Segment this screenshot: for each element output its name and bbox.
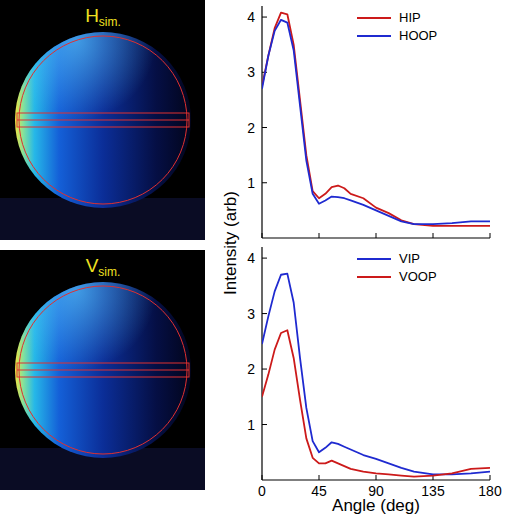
x-tick xyxy=(262,475,263,480)
chart-panel: 1 2 3 4 HIP HOOP Intensity (arb) xyxy=(221,6,490,295)
y-axis xyxy=(261,6,262,238)
x-tick xyxy=(376,233,377,238)
y-tick xyxy=(262,424,267,425)
x-tick xyxy=(262,233,263,238)
x-tick-label: 0 xyxy=(258,483,266,499)
x-tick-label: 45 xyxy=(311,483,327,499)
disk xyxy=(15,32,191,208)
y-tick-label: 3 xyxy=(247,306,255,322)
roi-line xyxy=(17,370,189,371)
y-tick xyxy=(262,182,267,183)
y-tick-label: 3 xyxy=(247,64,255,80)
x-tick xyxy=(319,233,320,238)
x-tick xyxy=(490,233,491,238)
y-tick xyxy=(262,369,267,370)
y-axis xyxy=(261,247,262,480)
chart-panel: 123404590135180VIPVOOPAngle (deg) xyxy=(247,247,502,515)
y-tick-label: 4 xyxy=(247,9,255,25)
legend-swatch xyxy=(357,276,391,278)
series-line xyxy=(262,20,490,224)
y-axis-title: Intensity (arb) xyxy=(221,191,240,295)
plot-data xyxy=(262,274,490,477)
x-tick xyxy=(433,233,434,238)
image-background xyxy=(0,0,205,240)
series-line xyxy=(262,330,490,476)
figure: Hsim.Vsim.1234HIPHOOPIntensity (arb)1234… xyxy=(0,0,506,519)
image-label: Vsim. xyxy=(86,255,121,279)
x-tick xyxy=(319,475,320,480)
y-tick-label: 1 xyxy=(247,417,255,433)
roi-band xyxy=(17,363,189,377)
image-background xyxy=(0,250,205,490)
legend-swatch xyxy=(357,258,391,260)
disk xyxy=(15,282,191,458)
x-tick xyxy=(376,475,377,480)
x-tick-label: 180 xyxy=(478,483,502,499)
image-label-sub: sim. xyxy=(98,265,120,279)
sim-image: Hsim. xyxy=(0,0,205,240)
x-tick xyxy=(490,475,491,480)
disk-highlight xyxy=(15,32,191,208)
plot-data xyxy=(262,13,490,226)
legend-label: VOOP xyxy=(399,269,437,284)
y-tick xyxy=(262,258,267,259)
legend-swatch xyxy=(357,17,391,19)
y-tick xyxy=(262,313,267,314)
roi-line xyxy=(17,120,189,121)
image-label-main: V xyxy=(86,255,99,276)
legend-label: VIP xyxy=(399,251,420,266)
y-tick xyxy=(262,17,267,18)
series-line xyxy=(262,13,490,226)
image-label-sub: sim. xyxy=(99,15,121,29)
image-label: Hsim. xyxy=(85,5,121,29)
legend-label: HIP xyxy=(399,10,421,25)
roi-band xyxy=(17,113,189,127)
legend-label: HOOP xyxy=(399,28,437,43)
y-tick-label: 4 xyxy=(247,250,255,266)
sim-image: Vsim. xyxy=(0,250,205,490)
x-axis-title: Angle (deg) xyxy=(332,496,420,515)
y-tick-label: 1 xyxy=(247,175,255,191)
image-label-main: H xyxy=(85,5,99,26)
y-tick-label: 2 xyxy=(247,120,255,136)
y-tick xyxy=(262,127,267,128)
y-tick-label: 2 xyxy=(247,361,255,377)
legend-swatch xyxy=(357,35,391,37)
disk-highlight xyxy=(15,282,191,458)
x-tick-label: 135 xyxy=(421,483,445,499)
